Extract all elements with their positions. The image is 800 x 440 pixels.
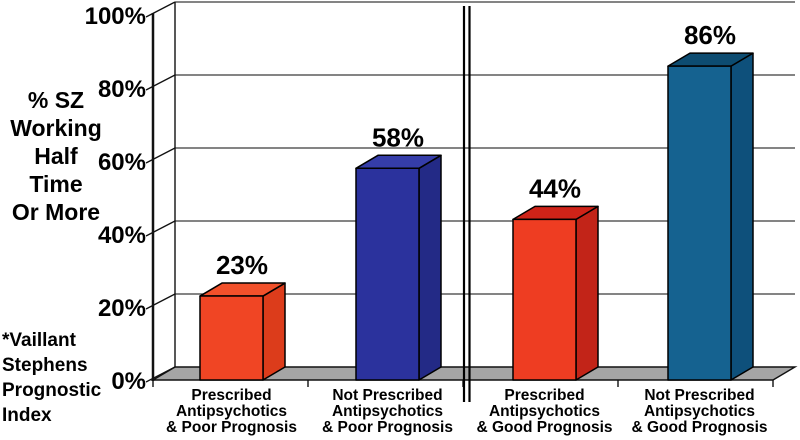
footnote-line: *Vaillant bbox=[2, 330, 76, 351]
category-label-line: Not Prescribed bbox=[332, 387, 442, 404]
bar-side-face bbox=[730, 52, 754, 381]
y-axis-tick bbox=[145, 366, 176, 383]
bar-group bbox=[512, 205, 599, 381]
y-axis-tick bbox=[145, 293, 176, 310]
category-label-line: Prescribed bbox=[191, 387, 271, 404]
footnote: *Vaillant Stephens Prognostic Index bbox=[2, 328, 101, 428]
y-axis-title-line: Half bbox=[34, 143, 78, 169]
bar-value-label: 86% bbox=[684, 20, 736, 50]
bar-group bbox=[199, 282, 286, 381]
bar-side-face bbox=[575, 205, 599, 381]
y-tick-label: 80% bbox=[98, 76, 146, 103]
y-axis-title-line: Or More bbox=[11, 199, 101, 225]
y-axis-title-line: Working bbox=[10, 115, 102, 141]
y-axis-title-line: Time bbox=[29, 171, 83, 197]
footnote-line: Prognostic bbox=[2, 380, 102, 401]
y-axis-title-line: % SZ bbox=[27, 87, 85, 113]
y-axis-tick bbox=[145, 74, 176, 91]
category-label-line: Antipsychotics bbox=[644, 403, 755, 420]
category-label-line: & Good Prognosis bbox=[631, 419, 767, 436]
category-label-line: Antipsychotics bbox=[489, 403, 600, 420]
category-label-line: Antipsychotics bbox=[176, 403, 287, 420]
category-label-line: Prescribed bbox=[504, 387, 584, 404]
bar-group bbox=[667, 52, 754, 381]
bar-value-label: 58% bbox=[372, 122, 424, 152]
y-tick-label: 40% bbox=[98, 222, 146, 249]
footnote-line: Index bbox=[2, 405, 52, 426]
y-axis-title: % SZ Working Half Time Or More bbox=[0, 86, 112, 226]
bar-value-label: 23% bbox=[216, 250, 268, 280]
y-tick-label: 100% bbox=[85, 3, 146, 30]
category-label-line: & Poor Prognosis bbox=[322, 419, 453, 436]
category-label-line: & Good Prognosis bbox=[476, 419, 612, 436]
category-label-line: Antipsychotics bbox=[332, 403, 443, 420]
footnote-line: Stephens bbox=[2, 355, 88, 376]
y-tick-label: 0% bbox=[111, 368, 146, 395]
y-tick-label: 60% bbox=[98, 149, 146, 176]
category-label-line: Not Prescribed bbox=[644, 387, 754, 404]
y-axis-tick bbox=[145, 220, 176, 237]
bar-front-face bbox=[355, 167, 420, 381]
bar-side-face bbox=[418, 154, 442, 381]
bar-side-face bbox=[262, 282, 286, 381]
y-axis-tick bbox=[145, 147, 176, 164]
bar-front-face bbox=[199, 295, 264, 381]
bar-group bbox=[355, 154, 442, 381]
category-label-line: & Poor Prognosis bbox=[166, 419, 297, 436]
bar-value-label: 44% bbox=[529, 173, 581, 203]
y-axis-tick bbox=[145, 1, 176, 18]
bar-front-face bbox=[667, 65, 732, 381]
bar-front-face bbox=[512, 218, 577, 381]
y-tick-label: 20% bbox=[98, 295, 146, 322]
